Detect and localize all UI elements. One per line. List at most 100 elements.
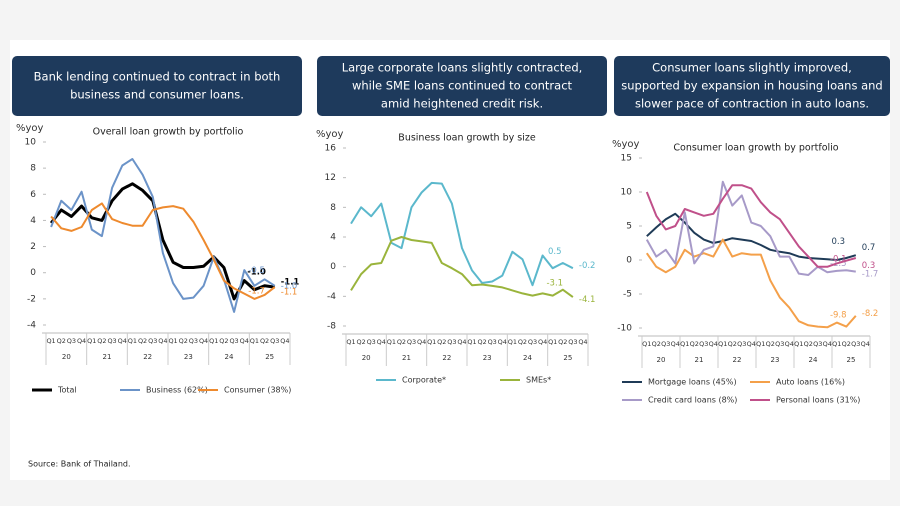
x-tick-label: Q4 [861, 340, 870, 348]
x-tick-label: Q1 [718, 340, 727, 348]
x-tick-label: Q2 [558, 338, 567, 346]
value-label: -1.0 [281, 281, 298, 291]
chart-page: Source: Bank of Thailand. Bank lending c… [12, 56, 890, 469]
x-tick-label: Q1 [128, 337, 137, 345]
page: Source: Bank of Thailand. Bank lending c… [10, 40, 890, 480]
y-tick-label: 4 [330, 233, 336, 243]
value-label: -9.8 [830, 311, 847, 321]
value-label: 0.3 [831, 237, 845, 247]
legend-label: SMEs* [526, 376, 551, 385]
y-tick-label: 12 [325, 173, 336, 183]
year-label: 20 [657, 356, 666, 364]
x-tick-label: Q4 [709, 340, 718, 348]
value-label: -1.1 [281, 278, 300, 288]
legend-label: Personal loans (31%) [776, 396, 860, 405]
y-axis-label: %yoy [16, 123, 44, 134]
x-tick-label: Q1 [467, 338, 476, 346]
y-tick-label: 0 [626, 256, 632, 266]
chart-title: Consumer loan growth by portfolio [673, 143, 838, 154]
y-axis-label: %yoy [316, 129, 344, 140]
x-tick-label: Q1 [346, 338, 355, 346]
chart-title: Business loan growth by size [398, 133, 536, 144]
value-label: 0.3 [862, 261, 876, 271]
value-label: -3.1 [546, 279, 563, 289]
x-tick-label: Q4 [498, 338, 507, 346]
value-label: -0.5 [248, 266, 265, 276]
year-label: 24 [523, 354, 532, 362]
legend-label: Total [57, 386, 77, 395]
value-label: -1.5 [830, 259, 847, 269]
year-label: 24 [809, 356, 818, 364]
x-tick-label: Q3 [568, 338, 577, 346]
y-tick-label: -8 [327, 322, 336, 332]
x-tick-label: Q4 [377, 338, 386, 346]
value-label: -0.2 [579, 261, 596, 271]
y-tick-label: -10 [617, 324, 632, 334]
value-label: -4.1 [579, 295, 596, 305]
legend-label: Auto loans (16%) [776, 378, 845, 387]
x-tick-label: Q3 [488, 338, 497, 346]
x-tick-label: Q4 [578, 338, 587, 346]
x-tick-label: Q3 [148, 337, 157, 345]
year-label: 21 [103, 353, 112, 361]
x-tick-label: Q1 [427, 338, 436, 346]
x-tick-label: Q4 [417, 338, 426, 346]
value-label: -1.1 [281, 288, 298, 298]
x-tick-label: Q4 [199, 337, 208, 345]
x-tick-label: Q4 [280, 337, 289, 345]
year-label: 21 [695, 356, 704, 364]
x-tick-label: Q1 [680, 340, 689, 348]
y-tick-label: -4 [327, 292, 336, 302]
x-tick-label: Q2 [766, 340, 775, 348]
x-tick-label: Q4 [240, 337, 249, 345]
y-tick-label: 8 [30, 164, 36, 174]
header-text: supported by expansion in housing loans … [621, 79, 882, 93]
y-tick-label: 4 [30, 216, 36, 226]
x-tick-label: Q2 [138, 337, 147, 345]
x-tick-label: Q4 [823, 340, 832, 348]
x-tick-label: Q2 [652, 340, 661, 348]
header-box [317, 56, 607, 116]
x-tick-label: Q3 [407, 338, 416, 346]
legend-label: Consumer (38%) [224, 386, 291, 395]
x-tick-label: Q3 [813, 340, 822, 348]
y-tick-label: 15 [621, 154, 632, 164]
x-tick-label: Q3 [229, 337, 238, 345]
x-tick-label: Q2 [477, 338, 486, 346]
value-label: -1.0 [247, 267, 266, 277]
value-label: 0.7 [862, 243, 876, 253]
x-tick-label: Q1 [548, 338, 557, 346]
x-tick-label: Q1 [387, 338, 396, 346]
x-tick-label: Q1 [794, 340, 803, 348]
x-tick-label: Q1 [756, 340, 765, 348]
legend-label: Corporate* [402, 376, 446, 385]
x-tick-label: Q1 [250, 337, 259, 345]
series-line [645, 184, 857, 268]
x-tick-label: Q2 [728, 340, 737, 348]
x-tick-label: Q3 [189, 337, 198, 345]
year-label: 23 [184, 353, 193, 361]
x-tick-label: Q3 [367, 338, 376, 346]
x-tick-label: Q4 [785, 340, 794, 348]
x-tick-label: Q2 [260, 337, 269, 345]
series-line [645, 238, 857, 329]
y-tick-label: -2 [27, 294, 36, 304]
header-box [614, 56, 890, 116]
series-line [350, 236, 574, 298]
x-tick-label: Q3 [851, 340, 860, 348]
chart-title: Overall loan growth by portfolio [93, 127, 244, 138]
legend-label: Credit card loans (8%) [648, 396, 737, 405]
year-label: 25 [847, 356, 856, 364]
source-note: Source: Bank of Thailand. [28, 460, 131, 469]
x-tick-label: Q1 [46, 337, 55, 345]
x-tick-label: Q3 [107, 337, 116, 345]
x-tick-label: Q4 [747, 340, 756, 348]
header-text: business and consumer loans. [70, 88, 244, 102]
x-tick-label: Q1 [508, 338, 517, 346]
x-tick-label: Q4 [77, 337, 86, 345]
y-tick-label: -5 [623, 290, 632, 300]
header-text: amid heightened credit risk. [381, 97, 543, 111]
value-label: -0.1 [830, 255, 847, 265]
year-label: 23 [771, 356, 780, 364]
x-tick-label: Q1 [209, 337, 218, 345]
